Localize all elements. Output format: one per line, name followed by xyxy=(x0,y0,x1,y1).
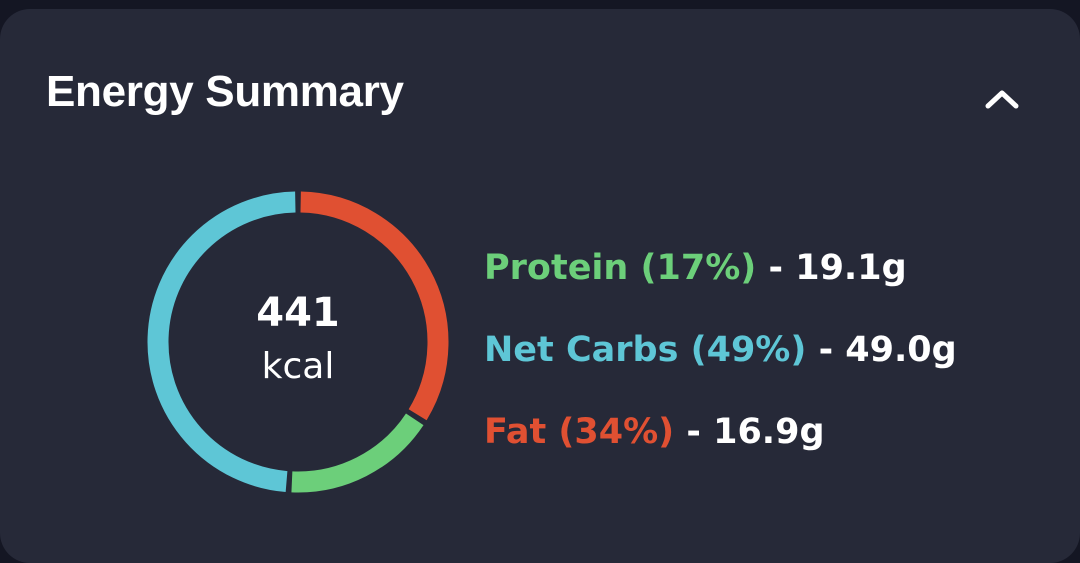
legend-fat-percent: (34%) xyxy=(558,412,675,452)
chevron-up-icon xyxy=(985,90,1019,109)
macro-legend: Protein (17%) - 19.1g Net Carbs (49%) - … xyxy=(484,248,957,494)
legend-protein-separator: - xyxy=(768,248,784,288)
legend-carbs-name: Net Carbs xyxy=(484,330,679,370)
legend-fat-separator: - xyxy=(686,412,701,452)
ring-segment-carbs xyxy=(147,191,296,492)
legend-item-fat: Fat (34%) - 16.9g xyxy=(484,412,957,494)
legend-carbs-amount: 49.0g xyxy=(845,330,957,370)
collapse-button[interactable] xyxy=(972,69,1032,129)
card-title: Energy Summary xyxy=(46,67,404,116)
macro-ring-chart xyxy=(146,190,450,494)
legend-protein-percent: (17%) xyxy=(640,248,757,288)
legend-fat-amount: 16.9g xyxy=(713,412,825,452)
legend-carbs-percent: (49%) xyxy=(690,330,807,370)
legend-carbs-separator: - xyxy=(818,330,834,370)
legend-item-carbs: Net Carbs (49%) - 49.0g xyxy=(484,330,957,412)
calorie-value: 441 xyxy=(256,290,340,336)
ring-segment-protein xyxy=(291,413,424,493)
legend-protein-name: Protein xyxy=(484,248,629,288)
calorie-total: 441 kcal xyxy=(146,190,450,494)
ring-segment-fat xyxy=(300,191,449,421)
legend-item-protein: Protein (17%) - 19.1g xyxy=(484,248,957,330)
legend-fat-name: Fat xyxy=(484,412,547,452)
legend-protein-amount: 19.1g xyxy=(795,248,907,288)
calorie-unit: kcal xyxy=(261,346,335,387)
